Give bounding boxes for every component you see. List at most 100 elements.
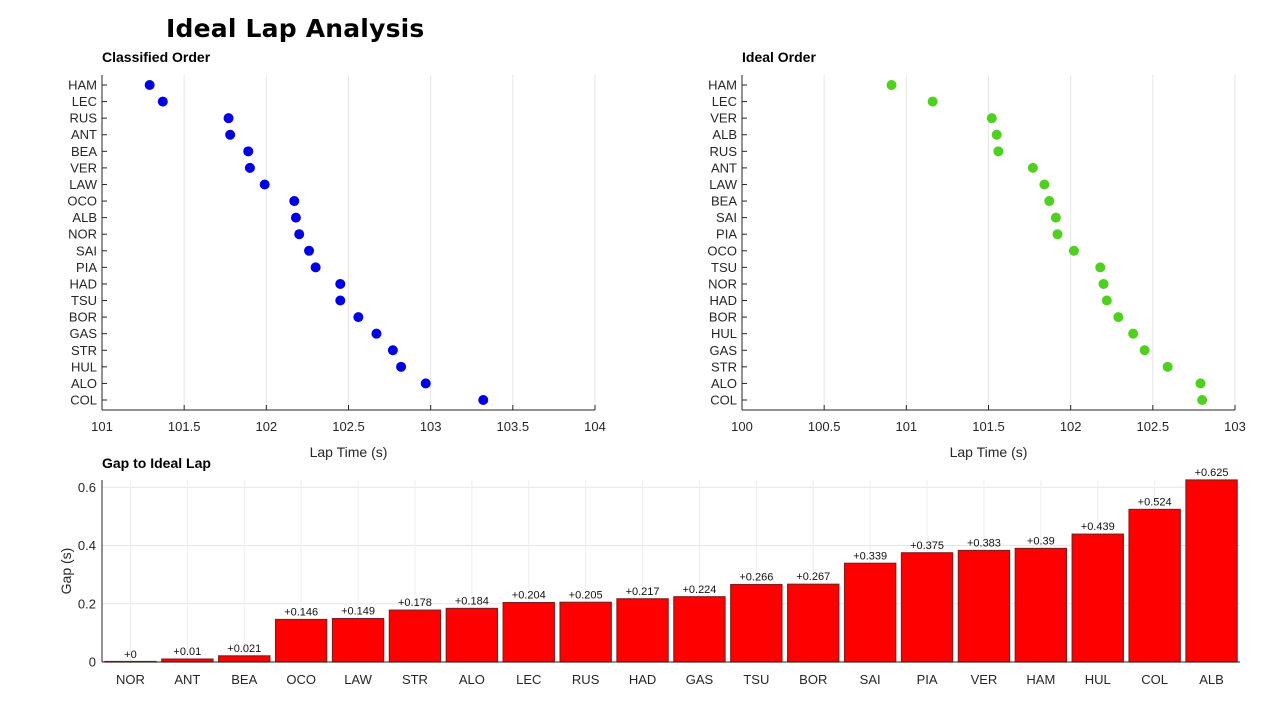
ideal-x-tick-label: 103 (1224, 419, 1246, 434)
ideal-x-tick-label: 101 (895, 419, 917, 434)
ideal-y-tick-label: BEA (711, 194, 737, 209)
gap-x-tick-label: HAD (629, 672, 656, 687)
gap-bar (843, 562, 897, 663)
gap-y-tick-label: 0.6 (78, 480, 96, 495)
classified-point (396, 361, 407, 372)
gap-data-label: +0.524 (1138, 496, 1172, 508)
ideal-point (1095, 262, 1106, 273)
ideal-y-tick-label: HUL (711, 326, 737, 341)
classified-x-tick-label: 104 (584, 419, 606, 434)
ideal-y-tick-label: ALB (712, 127, 737, 142)
ideal-point (1098, 278, 1109, 289)
ideal-point (1195, 378, 1206, 389)
ideal-y-tick-label: BOR (709, 310, 737, 325)
classified-point (310, 262, 321, 273)
ideal-point (1050, 212, 1061, 223)
gap-data-label: +0 (124, 649, 137, 661)
gap-bar (388, 609, 442, 663)
gap-x-tick-label: LAW (344, 672, 372, 687)
classified-y-tick-label: HUL (71, 359, 97, 374)
ideal-x-tick-label: 102.5 (1137, 419, 1170, 434)
gap-bar (502, 601, 555, 663)
gap-x-tick-label: BOR (799, 672, 827, 687)
ideal-point (1068, 245, 1079, 256)
classified-x-axis-label: Lap Time (s) (310, 444, 388, 460)
gap-data-label: +0.267 (796, 571, 830, 583)
gap-x-tick-label: STR (402, 672, 428, 687)
classified-y-tick-label: HAD (70, 276, 97, 291)
ideal-point (1139, 345, 1150, 356)
gap-x-tick-label: ALO (459, 672, 485, 687)
classified-point (294, 229, 305, 240)
classified-y-tick-label: NOR (68, 227, 97, 242)
classified-point (289, 196, 300, 207)
ideal-y-tick-label: HAM (708, 78, 737, 93)
classified-point (420, 378, 431, 389)
ideal-x-tick-label: 100.5 (808, 419, 841, 434)
classified-y-tick-label: OCO (67, 194, 97, 209)
gap-bar (900, 552, 954, 663)
ideal-point (986, 113, 997, 124)
gap-x-tick-label: ALB (1199, 672, 1224, 687)
ideal-point (1128, 328, 1139, 339)
gap-data-label: +0.224 (682, 584, 716, 596)
gap-y-axis-label: Gap (s) (58, 548, 74, 595)
classified-x-tick-label: 101.5 (168, 419, 201, 434)
ideal-y-tick-label: GAS (710, 343, 738, 358)
gap-bar (616, 598, 669, 663)
ideal-point (993, 146, 1004, 157)
ideal-point (991, 129, 1002, 140)
gap-x-tick-label: VER (971, 672, 998, 687)
gap-x-tick-label: SAI (860, 672, 881, 687)
classified-y-tick-label: LAW (69, 177, 97, 192)
classified-x-tick-label: 103.5 (497, 419, 530, 434)
gap-x-tick-label: TSU (743, 672, 769, 687)
gap-x-tick-label: PIA (917, 672, 938, 687)
gap-chart-title: Gap to Ideal Lap (102, 455, 211, 471)
gap-x-tick-label: RUS (572, 672, 600, 687)
gap-data-label: +0.39 (1027, 535, 1055, 547)
classified-point (290, 212, 301, 223)
classified-x-tick-label: 101 (91, 419, 113, 434)
classified-y-tick-label: GAS (70, 326, 98, 341)
ideal-x-axis-label: Lap Time (s) (950, 444, 1028, 460)
classified-y-tick-label: LEC (72, 94, 97, 109)
gap-y-tick-label: 0.4 (78, 538, 96, 553)
classified-point (353, 312, 364, 323)
classified-point (387, 345, 398, 356)
gap-data-label: +0.217 (626, 586, 660, 598)
gap-bar (559, 601, 612, 663)
gap-x-tick-label: LEC (516, 672, 541, 687)
gap-bar (274, 618, 328, 663)
classified-point (478, 395, 489, 405)
classified-point (157, 96, 168, 107)
gap-data-label: +0.178 (398, 597, 432, 609)
classified-x-tick-label: 103 (420, 419, 442, 434)
classified-y-tick-label: SAI (76, 243, 97, 258)
classified-order-title: Classified Order (102, 49, 211, 65)
gap-y-tick-label: 0.2 (78, 596, 96, 611)
gap-data-label: +0.149 (341, 606, 375, 618)
classified-point (243, 146, 254, 157)
classified-point (144, 80, 155, 90)
gap-x-tick-label: GAS (686, 672, 714, 687)
gap-data-label: +0.625 (1195, 467, 1229, 479)
gap-x-tick-label: HUL (1085, 672, 1111, 687)
ideal-y-tick-label: SAI (716, 210, 737, 225)
gap-y-tick-label: 0 (89, 655, 96, 670)
gap-data-label: +0.205 (569, 589, 603, 601)
gap-data-label: +0.339 (853, 550, 887, 562)
ideal-y-tick-label: LEC (712, 94, 737, 109)
classified-point (335, 295, 346, 306)
gap-x-tick-label: OCO (286, 672, 316, 687)
gap-x-tick-label: NOR (116, 672, 145, 687)
gap-bar (1014, 547, 1068, 663)
classified-point (304, 245, 315, 256)
gap-data-label: +0.146 (284, 606, 318, 618)
classified-y-tick-label: ALO (71, 376, 97, 391)
classified-point (259, 179, 270, 190)
classified-point (244, 162, 255, 173)
classified-y-tick-label: COL (70, 393, 97, 408)
ideal-point (927, 96, 938, 107)
gap-data-label: +0.01 (173, 646, 201, 658)
